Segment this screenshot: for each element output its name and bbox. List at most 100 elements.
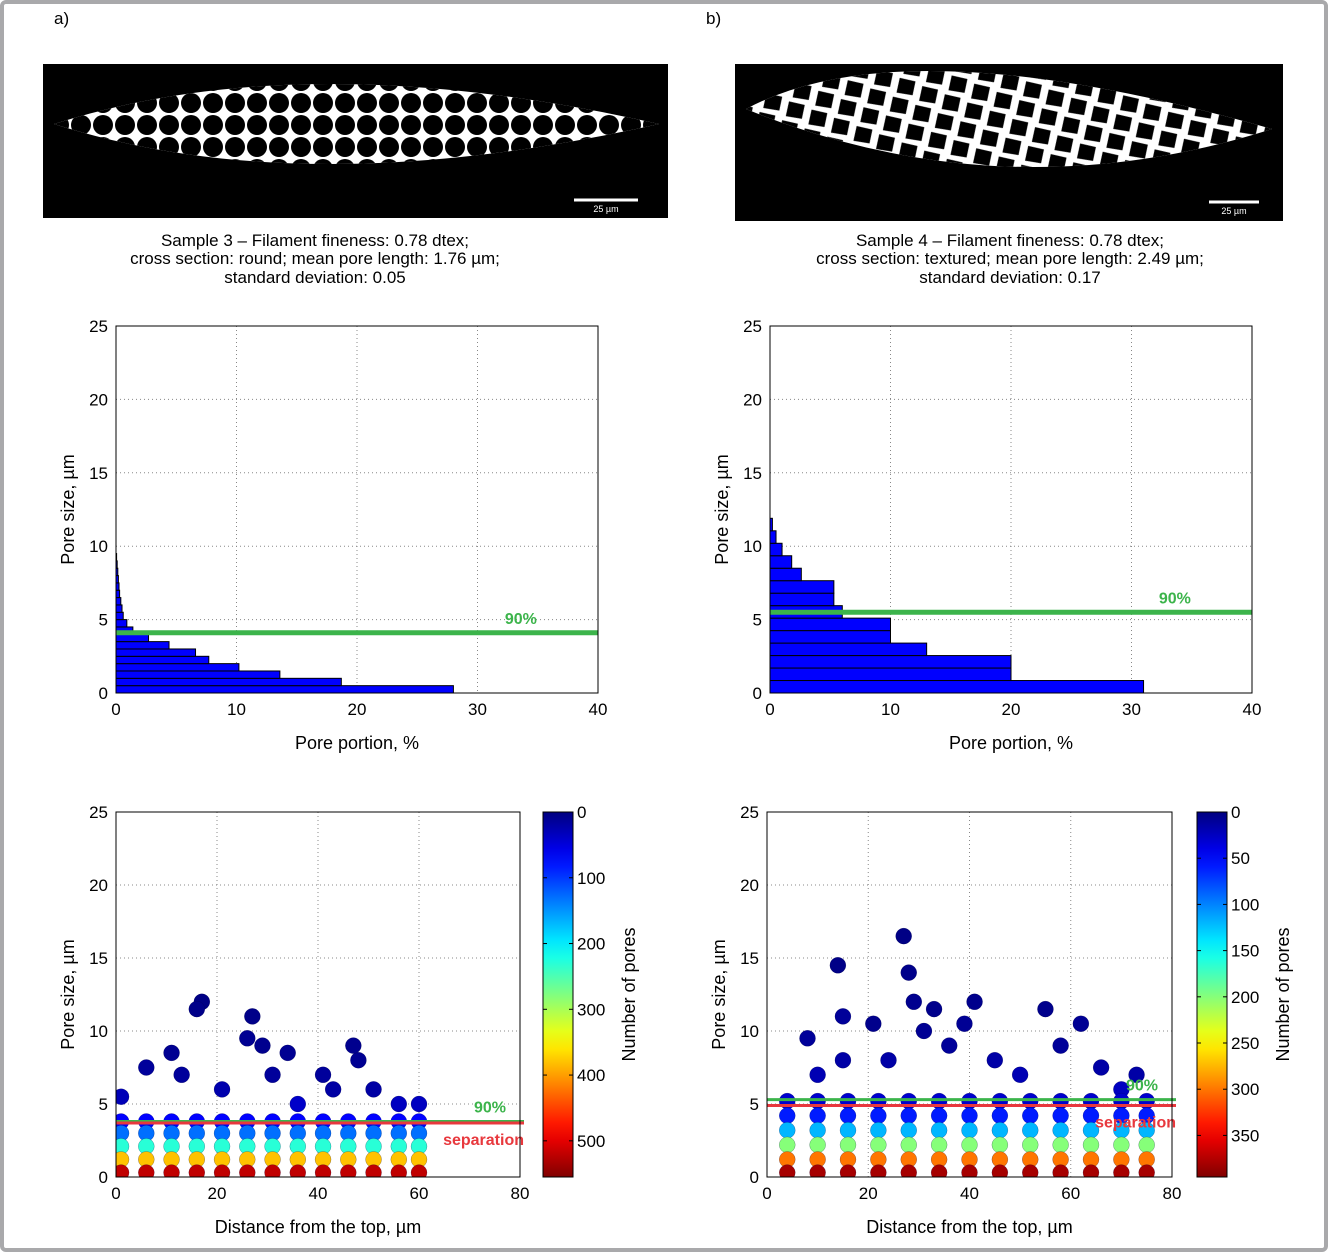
point <box>173 1066 190 1084</box>
point <box>809 1164 826 1177</box>
y-tick-label: 15 <box>740 949 759 968</box>
caption: standard deviation: 0.05 <box>224 268 405 287</box>
point <box>930 1107 948 1124</box>
caption: Sample 3 – Filament fineness: 0.78 dtex; <box>161 231 469 250</box>
point <box>239 1164 256 1177</box>
point <box>925 1000 943 1018</box>
bar <box>770 642 928 657</box>
point <box>350 1051 367 1069</box>
point <box>1052 1122 1069 1139</box>
point <box>239 1030 256 1047</box>
bar <box>116 611 124 621</box>
point <box>1022 1122 1039 1139</box>
bar <box>770 680 1145 693</box>
point <box>213 1164 231 1177</box>
point <box>900 1164 917 1177</box>
point <box>163 1044 180 1062</box>
bar <box>770 667 1012 682</box>
point <box>116 1088 130 1105</box>
y-tick-label: 10 <box>89 1022 108 1041</box>
y-tick-label: 20 <box>740 876 759 895</box>
bar <box>770 655 1012 669</box>
point <box>905 993 923 1011</box>
colorbar-tick-label: 50 <box>1231 849 1250 868</box>
point <box>254 1037 271 1054</box>
point <box>930 1122 948 1139</box>
y-tick-label: 0 <box>753 684 762 703</box>
point <box>365 1164 382 1177</box>
y-tick-label: 5 <box>753 611 762 630</box>
point <box>961 1164 978 1177</box>
x-axis-label: Distance from the top, µm <box>215 1217 421 1237</box>
colorbar-tick-label: 350 <box>1231 1126 1259 1145</box>
point <box>138 1059 155 1076</box>
x-tick-label: 60 <box>1061 1184 1080 1203</box>
bar <box>770 580 835 594</box>
point <box>986 1051 1004 1069</box>
point <box>834 1051 852 1069</box>
reference-label: separation <box>443 1132 524 1149</box>
point <box>870 1164 887 1177</box>
point <box>314 1066 332 1084</box>
bar <box>770 617 891 632</box>
plot-frame <box>115 325 599 694</box>
x-tick-label: 40 <box>589 700 608 719</box>
y-tick-label: 5 <box>99 1095 108 1114</box>
colorbar <box>542 811 574 1178</box>
point <box>1011 1066 1029 1084</box>
bar <box>116 648 197 657</box>
micrograph: 25 µm <box>43 64 668 218</box>
y-tick-label: 20 <box>89 876 108 895</box>
x-tick-label: 0 <box>762 1184 771 1203</box>
point <box>930 1164 948 1177</box>
point <box>264 1164 281 1177</box>
y-tick-label: 25 <box>743 317 762 336</box>
point <box>264 1066 281 1084</box>
point <box>799 1030 816 1047</box>
point <box>809 1122 826 1139</box>
marks <box>116 993 428 1177</box>
x-tick-label: 20 <box>348 700 367 719</box>
reference-label: separation <box>1095 1114 1176 1131</box>
x-tick-label: 0 <box>111 700 120 719</box>
colorbar-tick-label: 300 <box>577 1000 605 1019</box>
point <box>314 1164 332 1177</box>
y-tick-label: 5 <box>750 1095 759 1114</box>
bar <box>116 655 210 665</box>
point <box>1052 1037 1069 1054</box>
bar <box>116 663 240 672</box>
point <box>895 927 912 945</box>
point <box>1052 1107 1069 1124</box>
x-tick-label: 80 <box>511 1184 530 1203</box>
reference-label: 90% <box>1126 1078 1158 1095</box>
point <box>900 1136 917 1154</box>
colorbar-label: Number of pores <box>1273 927 1293 1061</box>
point <box>870 1136 887 1154</box>
bar <box>116 677 342 687</box>
y-axis-label: Pore size, µm <box>58 454 78 564</box>
bar <box>770 517 773 532</box>
y-tick-label: 0 <box>99 1168 108 1187</box>
reference-label: 90% <box>474 1100 506 1117</box>
point <box>839 1107 857 1124</box>
x-tick-label: 80 <box>1163 1184 1182 1203</box>
point <box>956 1015 973 1032</box>
colorbar-tick-label: 100 <box>1231 895 1259 914</box>
point <box>213 1081 231 1098</box>
panel-label: a) <box>54 9 69 28</box>
reference-label: 90% <box>505 611 537 628</box>
bar <box>770 592 835 607</box>
colorbar-tick-label: 200 <box>1231 988 1259 1007</box>
x-tick-label: 40 <box>1243 700 1262 719</box>
plot-frame <box>115 811 521 1178</box>
y-tick-label: 0 <box>750 1168 759 1187</box>
marks <box>770 517 1145 693</box>
point <box>880 1051 897 1069</box>
point <box>1082 1136 1100 1154</box>
point <box>1138 1164 1155 1177</box>
colorbar-tick-label: 500 <box>577 1132 605 1151</box>
marks <box>116 553 454 693</box>
point <box>1072 1015 1090 1032</box>
point <box>779 1122 796 1139</box>
